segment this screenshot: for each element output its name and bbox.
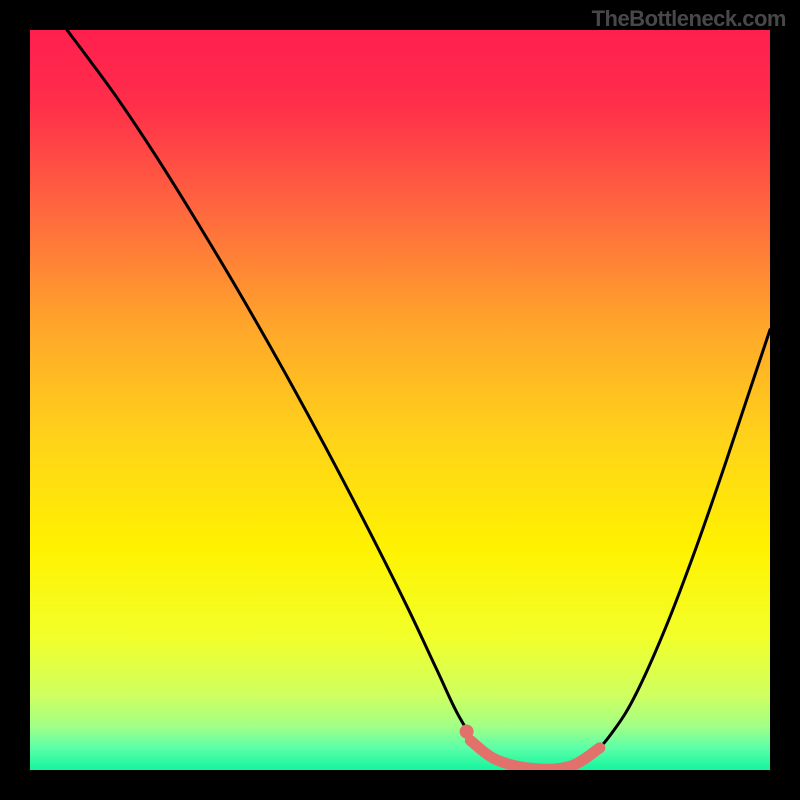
plot-svg	[30, 30, 770, 770]
gradient-background	[30, 30, 770, 770]
watermark-text: TheBottleneck.com	[592, 6, 786, 32]
chart-container: TheBottleneck.com	[0, 0, 800, 800]
highlight-dot	[460, 725, 474, 739]
